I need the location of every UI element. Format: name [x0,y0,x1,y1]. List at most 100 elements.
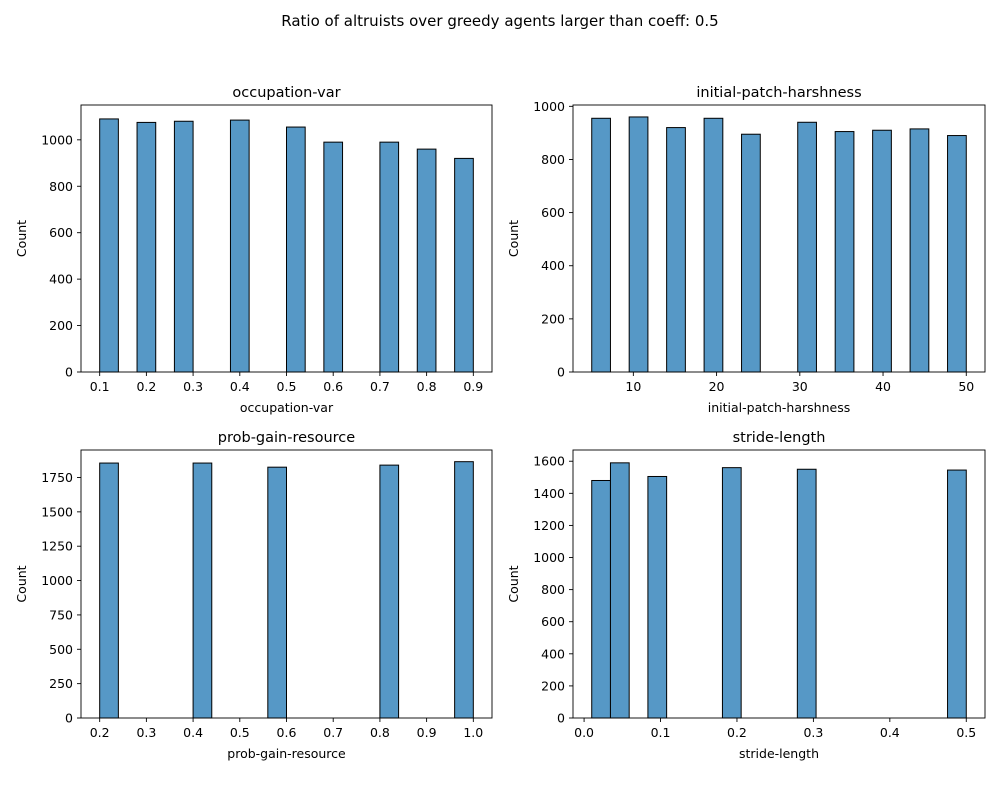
y-tick-label: 250 [49,676,73,691]
histogram-bar [797,121,817,373]
y-tick-label: 0 [557,711,565,726]
y-tick-label: 500 [49,642,73,657]
histogram-bar [416,148,437,373]
figure-title: Ratio of altruists over greedy agents la… [281,12,719,30]
histogram-bar [609,462,630,719]
y-tick-label: 800 [49,179,73,194]
histogram-bar [834,131,855,373]
histogram-bar [796,468,817,719]
y-tick-label: 1600 [533,454,565,469]
histogram-bar [666,127,686,373]
y-tick-label: 1200 [533,518,565,533]
x-tick-label: 10 [625,379,641,394]
histogram-bar [229,119,250,373]
y-tick-label: 400 [49,272,73,287]
x-tick-label: 1.0 [463,725,483,740]
x-tick-label: 0.9 [463,379,483,394]
x-axis-label: stride-length [739,746,819,761]
histogram-bar [741,133,761,373]
histogram-bar [454,157,474,373]
axes-frame [572,449,986,719]
x-tick-label: 0.3 [803,725,823,740]
subplot-4: 0.0 0.1 0.2 0.3 0.4 0.5 0 200 400 600 800 1000 1200 1… [506,430,986,761]
x-tick-label: 0.2 [136,379,156,394]
x-tick-label: 0.8 [417,379,437,394]
x-tick-label: 0.5 [277,379,297,394]
subplot-title: initial-patch-harshness [696,85,861,101]
y-tick-label: 200 [541,678,565,693]
y-tick-label: 200 [49,318,73,333]
y-tick-label: 1250 [41,539,73,554]
histogram-bar [591,479,611,719]
histogram-bar [323,141,344,373]
x-tick-label: 30 [792,379,808,394]
histogram-bar [173,120,194,373]
x-tick-label: 0.6 [323,379,343,394]
subplot-3: 0.2 0.3 0.4 0.5 0.6 0.7 0.8 0.9 1.0 0 250 500 750 100… [14,430,493,761]
y-tick-label: 600 [541,205,565,220]
histogram-bar [947,135,967,373]
x-axis-label: occupation-var [240,400,334,415]
y-axis-label: Count [14,220,29,257]
histogram-bar [703,117,724,373]
subplot-title: occupation-var [232,85,340,101]
x-tick-label: 0.4 [183,725,203,740]
x-tick-label: 0.7 [370,379,390,394]
y-tick-label: 1000 [41,132,73,147]
y-axis-label: Count [14,565,29,602]
histogram-bar [136,121,157,373]
subplot-title: stride-length [733,430,826,446]
histogram-bar [379,141,400,373]
x-tick-label: 0.1 [651,725,671,740]
y-tick-label: 800 [541,152,565,167]
x-tick-label: 0.8 [370,725,390,740]
y-tick-label: 1000 [41,573,73,588]
x-tick-label: 0.4 [230,379,250,394]
x-tick-label: 0.4 [880,725,900,740]
subplot-2: 10 20 30 40 50 0 200 400 600 800 1000 initial-patch… [506,85,986,415]
y-tick-label: 750 [49,607,73,622]
histogram-bar [591,117,611,373]
histogram-bar [628,116,649,373]
histogram-bar [872,129,892,373]
y-tick-label: 200 [541,311,565,326]
y-tick-label: 600 [541,614,565,629]
histogram-bar [286,126,306,373]
subplot-title: prob-gain-resource [218,430,355,446]
x-tick-label: 0.2 [727,725,747,740]
x-tick-label: 0.7 [323,725,343,740]
y-tick-label: 1500 [41,504,73,519]
y-tick-label: 1400 [533,486,565,501]
y-tick-label: 400 [541,258,565,273]
histogram-bar [99,462,119,719]
histogram-bar [647,475,668,719]
y-tick-label: 0 [557,365,565,380]
histogram-bar [267,466,287,719]
y-tick-label: 1000 [533,550,565,565]
y-axis-label: Count [506,220,521,257]
y-tick-label: 1000 [533,99,565,114]
x-tick-label: 0.3 [136,725,156,740]
histogram-bar [721,467,742,719]
histogram-bar [99,118,119,373]
x-tick-label: 0.0 [574,725,594,740]
x-tick-label: 0.5 [230,725,250,740]
y-axis-label: Count [506,565,521,602]
histogram-bar [192,462,213,719]
axes-frame [572,104,986,373]
x-axis-label: prob-gain-resource [227,746,346,761]
x-tick-label: 50 [958,379,974,394]
x-axis-label: initial-patch-harshness [708,400,850,415]
histogram-bar [909,128,930,373]
x-tick-label: 0.3 [183,379,203,394]
x-tick-label: 0.5 [956,725,976,740]
x-tick-label: 20 [709,379,725,394]
y-tick-label: 0 [65,711,73,726]
histogram-bar [379,464,400,719]
y-tick-label: 600 [49,225,73,240]
x-tick-label: 0.1 [90,379,110,394]
y-tick-label: 0 [65,365,73,380]
x-tick-label: 0.9 [417,725,437,740]
y-tick-label: 800 [541,582,565,597]
